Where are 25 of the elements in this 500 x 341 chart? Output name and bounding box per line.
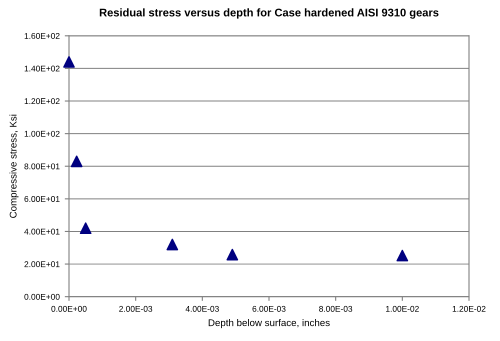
y-tick-label: 1.60E+02 xyxy=(24,33,60,39)
x-tick-label: 1.00E-02 xyxy=(386,306,419,312)
y-tick-label: 1.20E+02 xyxy=(24,98,60,104)
point xyxy=(70,156,83,168)
y-tick-label: 1.40E+02 xyxy=(24,66,60,72)
x-tick-label: 6.00E-03 xyxy=(252,306,286,312)
chart-title: Residual stress versus depth for Case hardened AISI 9310 gears xyxy=(100,8,438,19)
y-tick-label: 6.00E+01 xyxy=(24,196,60,202)
y-tick-label: 8.00E+01 xyxy=(24,163,60,170)
point xyxy=(226,248,238,260)
y-tick-label: 0.00E+00 xyxy=(24,294,60,300)
y-tick-label: 4.00E+01 xyxy=(24,228,60,235)
point xyxy=(166,238,178,250)
x-axis-title: Depth below surface, inches xyxy=(208,319,330,328)
x-tick-label: 8.00E-03 xyxy=(319,306,352,312)
x-tick-label: 0.00E+00 xyxy=(51,306,87,312)
y-axis-title: Compressive stress, Ksi xyxy=(9,114,19,218)
x-tick-label: 1.20E-02 xyxy=(452,306,486,312)
y-tick-label: 2.00E+01 xyxy=(24,261,60,268)
y-tick-label: 1.00E+02 xyxy=(24,130,60,137)
x-tick-label: 4.00E-03 xyxy=(186,306,219,312)
point xyxy=(80,222,92,234)
point xyxy=(63,56,75,68)
point xyxy=(396,250,408,262)
x-tick-label: 2.00E-03 xyxy=(119,306,152,312)
